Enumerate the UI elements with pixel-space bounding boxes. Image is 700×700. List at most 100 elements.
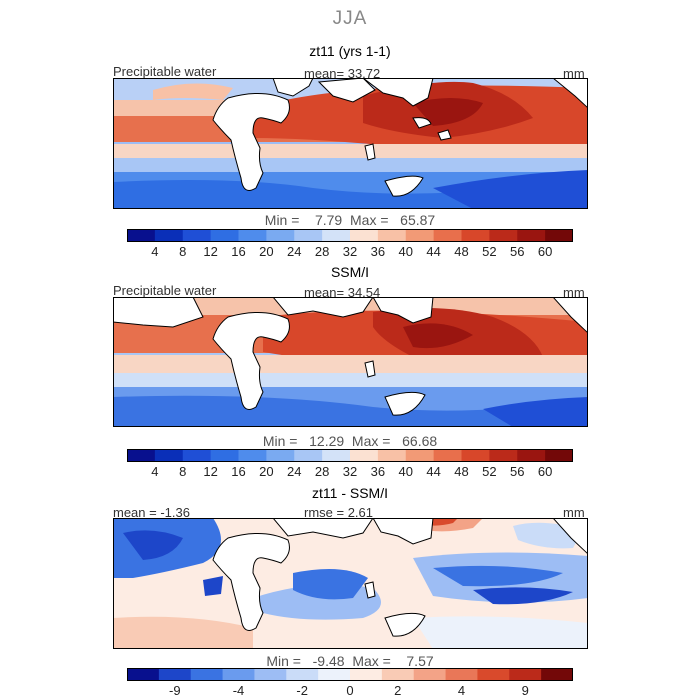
colorbar-swatch (405, 229, 435, 242)
colorbar-tick-label: 8 (179, 244, 186, 259)
panel-1-map (113, 78, 588, 209)
colorbar-swatch (222, 668, 255, 681)
panel-1-unit: mm (563, 66, 585, 81)
colorbar-tick-label: 16 (231, 464, 245, 479)
colorbar-tick-label: 4 (151, 464, 158, 479)
colorbar-swatch (477, 668, 510, 681)
colorbar-swatch (517, 229, 546, 242)
colorbar-swatch (413, 668, 447, 681)
figure-title: JJA (332, 8, 368, 29)
colorbar-tick-label: 48 (454, 464, 468, 479)
colorbar-swatch (182, 229, 212, 242)
colorbar-tick-label: 44 (426, 244, 440, 259)
colorbar-tick-label: 2 (394, 683, 401, 698)
panel-3-title: zt11 - SSM/I (312, 485, 388, 501)
colorbar-swatches (127, 668, 573, 681)
panel-3-mean: mean = -1.36 (113, 505, 190, 520)
colorbar-swatch (154, 229, 184, 242)
colorbar-swatch (461, 229, 490, 242)
colorbar-swatch (182, 449, 212, 462)
land-layer (212, 518, 588, 637)
colorbar-swatch (350, 229, 379, 242)
colorbar-ticks: 4 8 12 16 20 24 28 32 36 40 44 48 52 56 60 (151, 244, 552, 259)
colorbar-swatch (461, 449, 490, 462)
colorbar-swatch (489, 449, 518, 462)
colorbar-tick-label: -4 (233, 683, 245, 698)
colorbar-tick-label: 60 (538, 464, 552, 479)
colorbar-tick-label: 28 (315, 464, 329, 479)
panel-2-title: SSM/I (330, 264, 370, 280)
colorbar-swatch (541, 668, 573, 681)
colorbar-swatch (238, 229, 267, 242)
colorbar-swatch (210, 449, 240, 462)
colorbar-swatch (545, 449, 573, 462)
colorbar-ticks: 4 8 12 16 20 24 28 32 36 40 44 48 52 56 60 (151, 464, 552, 479)
colorbar-swatch (318, 668, 351, 681)
colorbar-swatch (381, 668, 415, 681)
colorbar-swatch (377, 229, 407, 242)
panel-3-map (113, 518, 588, 649)
panel-2-stats: Min = 12.29 Max = 66.68 (262, 433, 438, 449)
colorbar-frame (127, 668, 573, 681)
colorbar-swatch (350, 668, 383, 681)
panel-3-stats: Min = -9.48 Max = 7.57 (266, 653, 434, 669)
field-layer (113, 518, 588, 649)
colorbar-swatch (286, 668, 319, 681)
colorbar-tick-label: 4 (151, 244, 158, 259)
colorbar-tick-label: -2 (296, 683, 308, 698)
colorbar-swatch (322, 449, 351, 462)
panel-2-colorbar: 4 8 12 16 20 24 28 32 36 40 44 48 52 56 60 (127, 449, 573, 479)
colorbar-swatch (545, 229, 573, 242)
colorbar-swatch (517, 449, 546, 462)
colorbar-swatch (405, 449, 435, 462)
colorbar-tick-label: 24 (287, 464, 301, 479)
colorbar-swatch (266, 229, 295, 242)
colorbar-tick-label: 8 (179, 464, 186, 479)
colorbar-tick-label: 4 (458, 683, 465, 698)
colorbar-tick-label: -9 (169, 683, 181, 698)
colorbar-tick-label: 48 (454, 244, 468, 259)
panel-1-colorbar: 4 8 12 16 20 24 28 32 36 40 44 48 52 56 60 (127, 229, 573, 259)
colorbar-swatch (127, 668, 160, 681)
colorbar-tick-label: 36 (371, 464, 385, 479)
colorbar-ticks: -9 -4 -2 0 2 4 9 (169, 683, 529, 698)
panel-3-rmse: rmse = 2.61 (304, 505, 374, 520)
colorbar-tick-label: 32 (343, 464, 357, 479)
colorbar-tick-label: 12 (203, 244, 217, 259)
colorbar-swatch (127, 229, 156, 242)
panel-3-unit: mm (563, 505, 585, 520)
colorbar-swatch (266, 449, 295, 462)
colorbar-swatch (433, 229, 463, 242)
colorbar-swatch (433, 449, 463, 462)
colorbar-tick-label: 52 (482, 464, 496, 479)
panel-2-map (113, 297, 588, 427)
colorbar-tick-label: 40 (399, 464, 413, 479)
colorbar-tick-label: 32 (343, 244, 357, 259)
colorbar-frame (127, 449, 573, 462)
colorbar-swatch (190, 668, 224, 681)
panel-3-colorbar: -9 -4 -2 0 2 4 9 (127, 668, 573, 698)
land-layer (212, 78, 588, 197)
colorbar-tick-label: 56 (510, 464, 524, 479)
colorbar-swatch (210, 229, 240, 242)
panel-2-variable: Precipitable water (113, 283, 217, 298)
colorbar-tick-label: 9 (522, 683, 529, 698)
colorbar-swatch (377, 449, 407, 462)
panel-1-title: zt11 (yrs 1-1) (309, 43, 391, 59)
colorbar-tick-label: 44 (426, 464, 440, 479)
colorbar-tick-label: 36 (371, 244, 385, 259)
colorbar-swatch (322, 229, 351, 242)
colorbar-tick-label: 60 (538, 244, 552, 259)
colorbar-swatch (158, 668, 192, 681)
colorbar-swatch (127, 449, 156, 462)
colorbar-frame (127, 229, 573, 242)
colorbar-tick-label: 24 (287, 244, 301, 259)
panel-1-mean: mean= 33.72 (304, 66, 381, 81)
colorbar-tick-label: 16 (231, 244, 245, 259)
colorbar-tick-label: 20 (259, 464, 273, 479)
colorbar-swatch (238, 449, 267, 462)
panel-2-unit: mm (563, 285, 585, 300)
colorbar-swatch (489, 229, 518, 242)
colorbar-tick-label: 52 (482, 244, 496, 259)
panel-1-variable: Precipitable water (113, 64, 217, 79)
